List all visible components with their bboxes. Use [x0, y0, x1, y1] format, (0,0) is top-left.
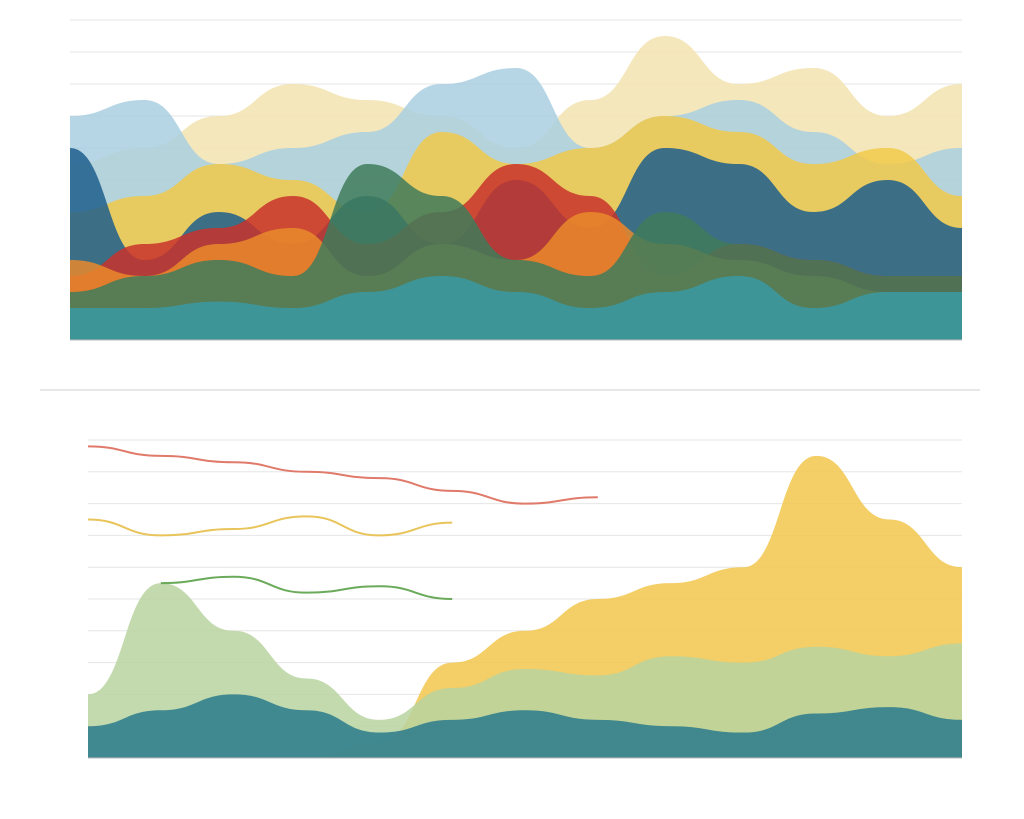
line-series	[160, 575, 453, 600]
line-series	[87, 515, 453, 537]
area-series	[70, 276, 962, 340]
area-series	[88, 694, 962, 758]
line-series	[87, 445, 598, 505]
